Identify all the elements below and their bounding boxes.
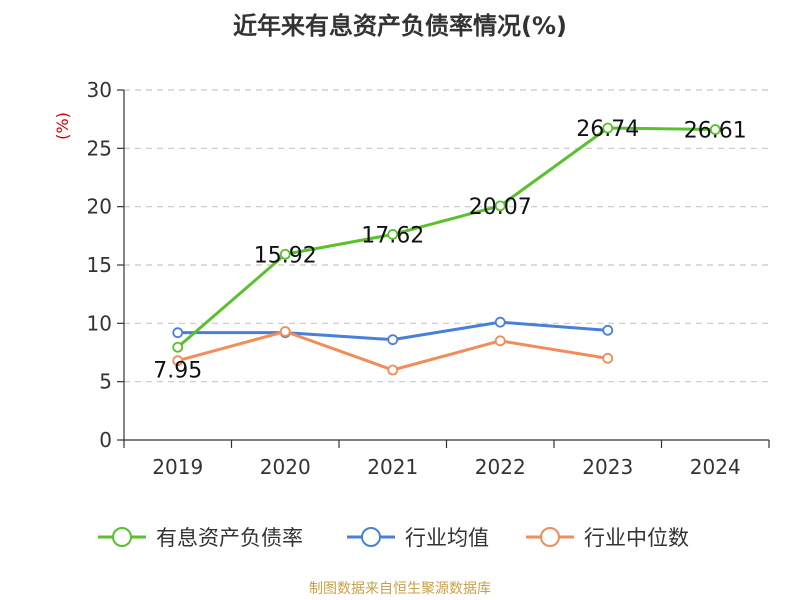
y-tick-label: 10 <box>87 311 112 335</box>
data-labels: 7.95 15.92 17.62 20.07 26.74 26.61 <box>153 117 746 383</box>
x-tick-label-2022: 2022 <box>475 455 526 479</box>
axes: 0 5 10 15 20 25 30 (%) 2019 2020 2021 2022 2023 2024 <box>53 78 770 479</box>
x-tick-label-2024: 2024 <box>690 455 741 479</box>
legend-label-0: 有息资产负债率 <box>156 526 303 550</box>
series-1-point-2 <box>387 334 399 346</box>
series-lines <box>172 122 721 376</box>
y-tick-label: 30 <box>87 78 112 102</box>
series-1-point-3 <box>494 316 506 328</box>
legend-label-1: 行业均值 <box>405 526 489 550</box>
data-label-2024: 26.61 <box>684 119 747 144</box>
legend-marker-2 <box>540 527 560 547</box>
legend: 有息资产负债率 行业均值 行业中位数 <box>98 526 689 550</box>
series-2-point-3 <box>494 335 506 347</box>
y-tick-label: 25 <box>87 136 112 160</box>
series-2-point-0 <box>172 355 184 367</box>
legend-marker-0 <box>112 527 132 547</box>
data-label-2019: 7.95 <box>153 358 202 383</box>
gridlines <box>124 89 769 383</box>
y-tick-label: 20 <box>87 195 112 219</box>
x-tick-label-2019: 2019 <box>152 455 203 479</box>
series-0-point-5 <box>709 124 721 135</box>
series-0-point-3 <box>494 200 506 212</box>
y-tick-label: 15 <box>87 253 112 277</box>
data-label-2022: 20.07 <box>469 195 532 220</box>
series-0-point-4 <box>602 122 614 134</box>
y-axis-label: (%) <box>53 112 72 140</box>
data-label-2021: 17.62 <box>361 223 424 248</box>
x-tick-label-2023: 2023 <box>582 455 633 479</box>
data-label-2023: 26.74 <box>576 117 639 142</box>
data-source-note: 制图数据来自恒生聚源数据库 <box>309 581 491 597</box>
series-line-0 <box>176 126 716 349</box>
y-tick-label: 5 <box>99 370 112 394</box>
x-tick-label-2021: 2021 <box>367 455 418 479</box>
series-2-point-2 <box>387 364 399 376</box>
series-2-point-4 <box>602 352 614 364</box>
x-tick-label-2020: 2020 <box>260 455 311 479</box>
series-1-point-0 <box>172 327 184 339</box>
series-0-point-0 <box>172 341 184 353</box>
y-tick-label: 0 <box>99 428 112 452</box>
series-0-point-2 <box>387 229 399 240</box>
legend-label-2: 行业中位数 <box>584 526 689 550</box>
series-0-point-1 <box>279 248 291 260</box>
legend-marker-1 <box>361 527 381 547</box>
series-2-point-1 <box>279 326 291 337</box>
chart-title: 近年来有息资产负债率情况(%) <box>233 12 567 40</box>
data-label-2020: 15.92 <box>254 243 317 268</box>
series-1-point-4 <box>602 324 614 336</box>
